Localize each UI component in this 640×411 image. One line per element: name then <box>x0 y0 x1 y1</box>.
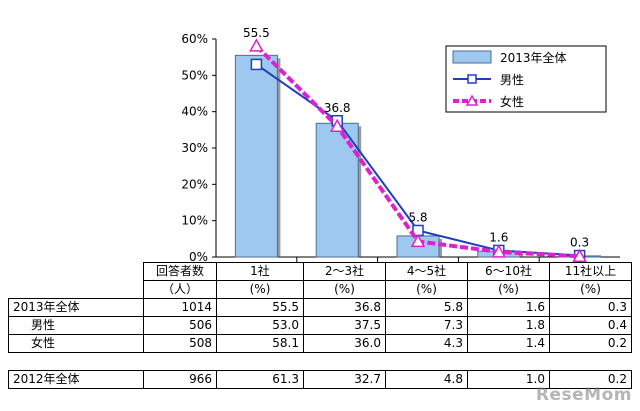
table-cell: 0.2 <box>549 370 632 389</box>
legend-label-female: 女性 <box>500 94 524 109</box>
table-row: 女性 508 58.1 36.0 4.3 1.4 0.2 <box>8 334 632 353</box>
bar <box>315 122 359 258</box>
table-cell: 4.8 <box>385 370 468 389</box>
table-row: 男性 506 53.0 37.5 7.3 1.8 0.4 <box>8 316 632 335</box>
table-row: 2013年全体 1014 55.5 36.8 5.8 1.6 0.3 <box>8 298 632 317</box>
table-corner <box>8 262 144 299</box>
table-cell: 1014 <box>143 298 217 317</box>
chart-axes: 0% 10% 20% 30% 40% 50% 60% <box>181 32 620 262</box>
male-marker <box>250 58 263 71</box>
data-label: 1.6 <box>489 230 508 244</box>
table-row: 2012年全体 966 61.3 32.7 4.8 1.0 0.2 <box>8 370 632 389</box>
y-tick-label: 10% <box>181 214 208 228</box>
legend: 2013年全体 男性 女性 <box>445 45 607 113</box>
legend-label-2013: 2013年全体 <box>500 50 567 65</box>
watermark-logo: ReseMom <box>535 385 632 405</box>
table-cell: 61.3 <box>216 370 304 389</box>
unit-11plus: (%) <box>549 280 632 299</box>
header-1: 1社 <box>216 262 304 281</box>
table-cell: 1.0 <box>467 370 550 389</box>
legend-label-male: 男性 <box>500 73 524 87</box>
female-marker <box>491 244 507 258</box>
row-label: 男性 <box>8 316 144 335</box>
table-cell: 1.6 <box>467 298 550 317</box>
unit-2-3: (%) <box>303 280 386 299</box>
table-header-row: 回答者数 1社 2～3社 4～5社 6～10社 11社以上 <box>8 262 632 299</box>
bar <box>234 54 278 258</box>
row-label: 2013年全体 <box>8 298 144 317</box>
row-label: 女性 <box>8 334 144 353</box>
header-6-10: 6～10社 <box>467 262 550 281</box>
table-cell: 37.5 <box>303 316 386 335</box>
unit-respondents: （人） <box>143 280 217 299</box>
unit-1: (%) <box>216 280 304 299</box>
table-cell: 58.1 <box>216 334 304 353</box>
table-cell: 5.8 <box>385 298 468 317</box>
data-label: 36.8 <box>324 101 351 115</box>
data-labels: 55.5 36.8 5.8 1.6 0.3 <box>243 26 589 250</box>
table-cell: 0.3 <box>549 298 632 317</box>
header-respondents: 回答者数 <box>143 262 217 281</box>
table-cell: 4.3 <box>385 334 468 353</box>
data-table: 回答者数 1社 2～3社 4～5社 6～10社 11社以上 （人） (%) (%… <box>8 262 632 389</box>
female-marker <box>410 233 426 248</box>
line-series <box>249 38 587 262</box>
table-cell: 1.8 <box>467 316 550 335</box>
table-cell: 55.5 <box>216 298 304 317</box>
y-tick-label: 30% <box>181 141 208 155</box>
table-cell: 508 <box>143 334 217 353</box>
table-cell: 32.7 <box>303 370 386 389</box>
table-cell: 506 <box>143 316 217 335</box>
legend-marker-female <box>465 94 479 106</box>
table-cell: 1.4 <box>467 334 550 353</box>
unit-4-5: (%) <box>385 280 468 299</box>
table-cell: 36.0 <box>303 334 386 353</box>
legend-marker-male <box>467 74 477 84</box>
table-cell: 36.8 <box>303 298 386 317</box>
y-tick-label: 40% <box>181 105 208 119</box>
table-cell: 53.0 <box>216 316 304 335</box>
female-marker <box>329 118 345 132</box>
female-marker <box>572 248 587 262</box>
table-cell: 0.2 <box>549 334 632 353</box>
y-tick-label: 20% <box>181 177 208 191</box>
legend-swatch-bar <box>452 50 492 64</box>
y-tick-label: 60% <box>181 32 208 46</box>
data-label: 0.3 <box>570 236 589 250</box>
table-gap <box>8 352 632 371</box>
unit-6-10: (%) <box>467 280 550 299</box>
header-4-5: 4～5社 <box>385 262 468 281</box>
chart: 0% 10% 20% 30% 40% 50% 60% 55.5 36.8 5.8 1.6 0.3 2… <box>181 26 620 262</box>
header-11plus: 11社以上 <box>549 262 632 281</box>
table-cell: 7.3 <box>385 316 468 335</box>
header-2-3: 2～3社 <box>303 262 386 281</box>
data-label: 55.5 <box>243 26 270 40</box>
y-tick-label: 50% <box>181 68 208 82</box>
y-tick-label: 0% <box>189 250 208 262</box>
female-marker <box>249 38 264 52</box>
data-label: 5.8 <box>408 210 427 224</box>
table-cell: 0.4 <box>549 316 632 335</box>
row-label: 2012年全体 <box>8 370 144 389</box>
table-cell: 966 <box>143 370 217 389</box>
table-header-unit-row: （人） (%) (%) (%) (%) (%) <box>9 280 632 299</box>
